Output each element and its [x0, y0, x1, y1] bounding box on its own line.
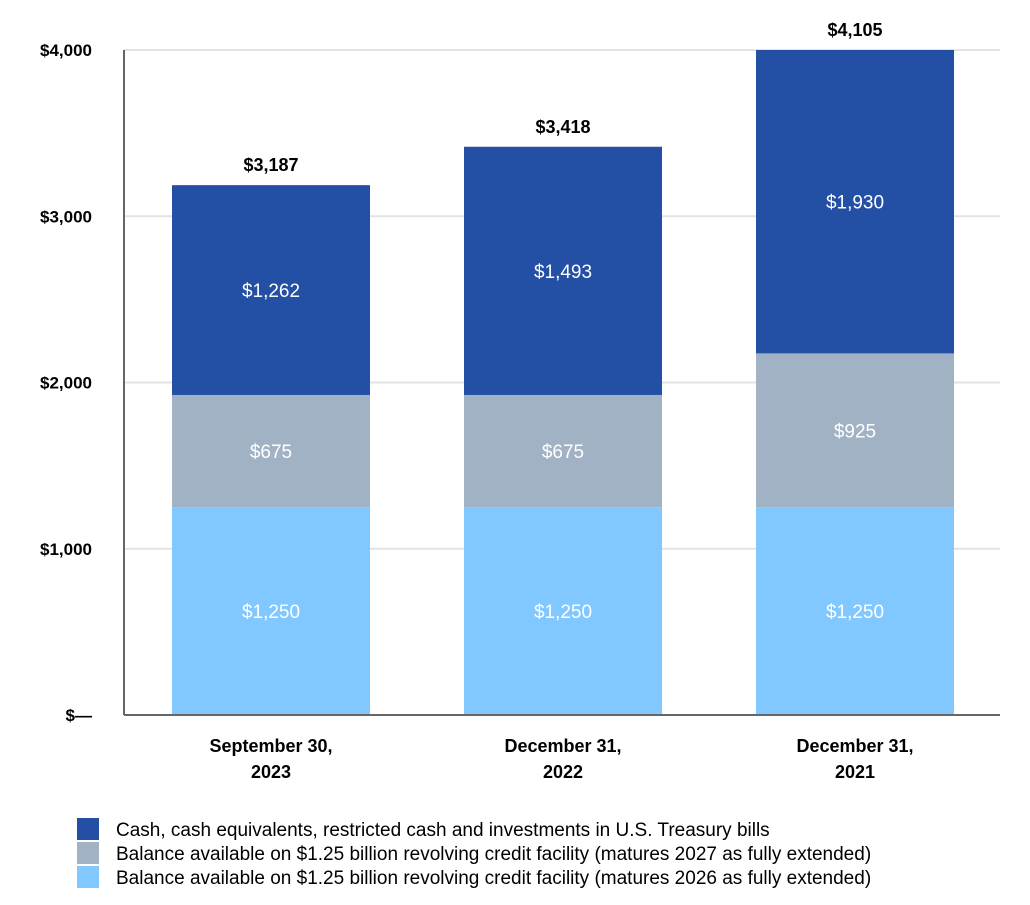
legend-swatch — [77, 866, 99, 888]
bar-segment — [464, 146, 662, 395]
bar-segment-label: $925 — [834, 421, 876, 442]
y-tick-label: $3,000 — [40, 207, 92, 226]
legend-entry: Cash, cash equivalents, restricted cash … — [116, 820, 770, 841]
bar-segment-label: $675 — [542, 442, 584, 463]
bar-segment-label: $1,250 — [826, 602, 884, 623]
x-tick-label: 2023 — [251, 762, 291, 782]
bar-segment-label: $675 — [250, 442, 292, 463]
legend-swatch — [77, 818, 99, 840]
y-tick-label: $1,000 — [40, 540, 92, 559]
bar-segment — [756, 507, 954, 715]
bar-segment-label: $1,250 — [534, 602, 592, 623]
bar-segment — [172, 507, 370, 715]
y-tick-label: $4,000 — [40, 41, 92, 60]
bars: $1,250 $675 $1,262 $3,187 $1,250 $675 $1,493 $3… — [172, 20, 954, 715]
y-tick-label: $— — [66, 706, 92, 725]
bar-segment-label: $1,930 — [826, 193, 884, 214]
bar-segment — [464, 394, 662, 508]
x-tick-label: 2022 — [543, 762, 583, 782]
x-tick-label: December 31, — [796, 736, 913, 756]
bar-segment — [756, 50, 954, 354]
legend-swatch — [77, 842, 99, 864]
bar-segment — [464, 507, 662, 715]
axes: $— $1,000 $2,000 $3,000 $4,000 September 30, 2… — [40, 41, 1000, 782]
x-tick-label: 2021 — [835, 762, 875, 782]
bar-segment — [756, 353, 954, 508]
bar-total-label: $3,187 — [243, 155, 298, 175]
bar-segment — [172, 185, 370, 395]
legend: Cash, cash equivalents, restricted cash … — [77, 818, 871, 889]
bar-total-label: $4,105 — [827, 20, 882, 40]
bar-segment-label: $1,493 — [534, 262, 592, 283]
bar-segment-label: $1,262 — [242, 281, 300, 302]
y-tick-label: $2,000 — [40, 374, 92, 393]
legend-entry: Balance available on $1.25 billion revol… — [116, 844, 871, 865]
legend-entry: Balance available on $1.25 billion revol… — [116, 868, 871, 889]
x-tick-label: September 30, — [209, 736, 332, 756]
bar-segment-label: $1,250 — [242, 602, 300, 623]
bar-total-label: $3,418 — [535, 117, 590, 137]
bar-segment — [172, 394, 370, 508]
x-tick-label: December 31, — [504, 736, 621, 756]
